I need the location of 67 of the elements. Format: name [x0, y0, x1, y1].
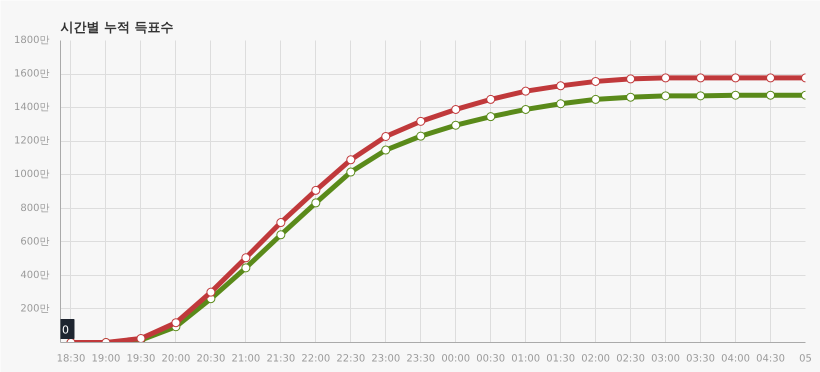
- point: [731, 90, 740, 100]
- y-tick-label: 600만: [20, 236, 50, 248]
- y-tick-label: 1000만: [14, 169, 50, 180]
- point: [416, 116, 426, 126]
- point: [486, 94, 496, 104]
- x-tick-label: 23:30: [406, 354, 436, 364]
- x-tick-label: 01:30: [546, 354, 576, 364]
- x-tick-label: 20:00: [162, 354, 190, 364]
- y-tick-label: 1800만: [14, 35, 50, 46]
- point: [276, 218, 286, 228]
- point: [766, 73, 776, 82]
- point: [346, 168, 356, 177]
- point: [591, 76, 600, 86]
- point: [206, 288, 216, 297]
- point: [276, 230, 286, 240]
- point: [381, 132, 390, 141]
- point: [591, 94, 600, 104]
- point: [696, 91, 706, 100]
- x-tick-label: 19:30: [126, 354, 156, 364]
- y-tick-label: 1400만: [14, 102, 50, 114]
- annotation: 0: [62, 324, 69, 336]
- x-tick-label: 22:30: [336, 354, 366, 364]
- point: [241, 253, 250, 262]
- x-tick-label: 00:00: [441, 354, 470, 364]
- x-tick-label: 18:30: [56, 354, 86, 364]
- point: [311, 198, 320, 208]
- y-tick-label: 1600만: [14, 68, 50, 80]
- y-tick-label: 200만: [20, 303, 50, 314]
- point: [696, 73, 706, 82]
- point: [416, 132, 426, 141]
- x-tick-label: 04:30: [756, 354, 785, 364]
- point: [556, 99, 566, 108]
- x-tick-label: 00:30: [476, 354, 506, 364]
- y-tick-label: 400만: [20, 270, 50, 281]
- point: [661, 91, 670, 100]
- x-tick-label: 03:00: [651, 354, 680, 364]
- x-tick-label: 22:00: [301, 354, 330, 364]
- point: [556, 81, 566, 90]
- point: [626, 74, 636, 84]
- point: [766, 90, 776, 100]
- point: [451, 104, 460, 114]
- point: [451, 120, 460, 130]
- x-tick-label: 19:00: [92, 354, 120, 364]
- x-tick-label: 21:00: [231, 354, 260, 364]
- x-tick-label: 05: [799, 354, 812, 364]
- point: [381, 146, 390, 155]
- x-tick-label: 03:30: [686, 354, 715, 364]
- x-tick-label: 21:30: [266, 354, 296, 364]
- point: [521, 86, 530, 96]
- point: [661, 73, 670, 82]
- point: [731, 73, 740, 82]
- point: [241, 263, 250, 272]
- x-tick-label: 23:00: [371, 354, 400, 364]
- chart-title: 시간별 누적 득표수: [60, 20, 174, 36]
- y-tick-label: 1200만: [14, 136, 50, 147]
- x-tick-label: 02:30: [616, 354, 646, 364]
- x-tick-label: 04:00: [721, 354, 750, 364]
- point: [311, 186, 320, 195]
- point: [346, 155, 356, 164]
- x-tick-label: 02:00: [581, 354, 610, 364]
- point: [521, 104, 530, 114]
- x-tick-label: 01:00: [511, 354, 540, 364]
- point: [486, 112, 496, 122]
- y-tick-label: 800만: [20, 202, 50, 214]
- point: [626, 92, 636, 102]
- x-tick-label: 20:30: [196, 354, 226, 364]
- point: [171, 318, 180, 328]
